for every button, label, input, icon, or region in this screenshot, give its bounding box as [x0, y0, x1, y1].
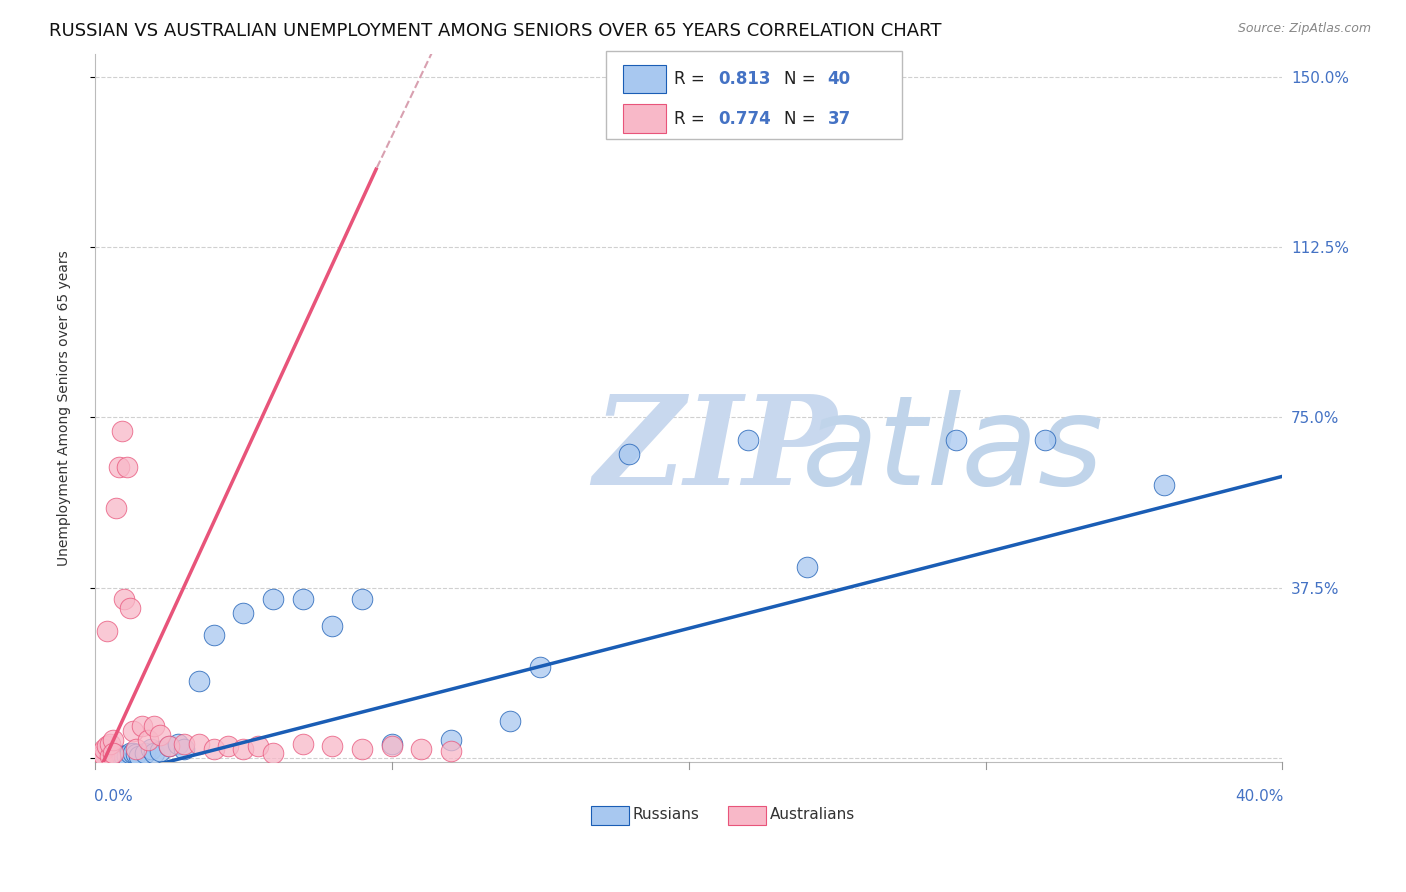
Point — [232, 606, 254, 620]
Point — [217, 739, 239, 754]
FancyBboxPatch shape — [728, 805, 766, 825]
Point — [247, 739, 270, 754]
Point — [232, 741, 254, 756]
Text: ZIP: ZIP — [593, 390, 838, 511]
Y-axis label: Unemployment Among Seniors over 65 years: Unemployment Among Seniors over 65 years — [58, 251, 72, 566]
Point — [136, 732, 159, 747]
Point — [107, 748, 129, 763]
Text: N =: N = — [783, 70, 821, 88]
Point — [1033, 433, 1056, 447]
Point — [202, 628, 225, 642]
Point — [98, 737, 121, 751]
Point — [262, 591, 284, 606]
Point — [87, 748, 110, 763]
Point — [262, 746, 284, 760]
Point — [619, 447, 641, 461]
Text: 0.0%: 0.0% — [94, 789, 132, 805]
Point — [143, 719, 166, 733]
Point — [143, 746, 166, 760]
Text: Australians: Australians — [769, 806, 855, 822]
FancyBboxPatch shape — [592, 805, 630, 825]
Point — [291, 737, 314, 751]
Point — [1153, 478, 1175, 492]
Point — [101, 746, 124, 760]
Point — [529, 660, 551, 674]
Point — [117, 460, 139, 475]
Point — [440, 732, 463, 747]
Point — [128, 748, 150, 763]
Point — [411, 741, 433, 756]
Point — [107, 460, 129, 475]
Text: 0.774: 0.774 — [718, 110, 770, 128]
Point — [202, 741, 225, 756]
Point — [120, 601, 142, 615]
Point — [122, 723, 145, 738]
Point — [96, 747, 118, 761]
FancyBboxPatch shape — [623, 104, 666, 133]
FancyBboxPatch shape — [606, 51, 903, 139]
Point — [114, 591, 136, 606]
Point — [90, 748, 112, 763]
Point — [125, 747, 148, 761]
Point — [381, 737, 404, 751]
Text: 40: 40 — [828, 70, 851, 88]
Point — [157, 739, 180, 754]
Point — [131, 719, 153, 733]
Text: 0.813: 0.813 — [718, 70, 770, 88]
Point — [122, 746, 145, 760]
Point — [321, 619, 343, 633]
Text: Source: ZipAtlas.com: Source: ZipAtlas.com — [1237, 22, 1371, 36]
Point — [291, 591, 314, 606]
Point — [90, 746, 112, 760]
Point — [98, 748, 121, 763]
Point — [141, 741, 163, 756]
Text: RUSSIAN VS AUSTRALIAN UNEMPLOYMENT AMONG SENIORS OVER 65 YEARS CORRELATION CHART: RUSSIAN VS AUSTRALIAN UNEMPLOYMENT AMONG… — [49, 22, 942, 40]
Point — [737, 433, 759, 447]
Point — [98, 748, 121, 763]
Point — [125, 741, 148, 756]
Point — [321, 739, 343, 754]
Point — [187, 673, 209, 688]
Point — [110, 424, 132, 438]
Point — [157, 739, 180, 754]
Point — [101, 732, 124, 747]
Point — [167, 737, 190, 751]
Point — [149, 744, 172, 758]
Point — [187, 737, 209, 751]
Point — [104, 501, 127, 516]
Point — [93, 748, 115, 763]
FancyBboxPatch shape — [623, 65, 666, 93]
Point — [499, 714, 522, 729]
Point — [101, 748, 124, 763]
Point — [134, 746, 156, 760]
Point — [945, 433, 967, 447]
Point — [114, 748, 136, 763]
Point — [120, 746, 142, 760]
Point — [796, 560, 818, 574]
Point — [381, 739, 404, 754]
Point — [350, 591, 373, 606]
Point — [350, 741, 373, 756]
Point — [440, 744, 463, 758]
Text: R =: R = — [675, 70, 710, 88]
Point — [96, 739, 118, 754]
Point — [173, 737, 195, 751]
Text: R =: R = — [675, 110, 710, 128]
Point — [149, 728, 172, 742]
Point — [90, 748, 112, 763]
Point — [93, 748, 115, 763]
Point — [98, 748, 121, 763]
Point — [110, 748, 132, 763]
Point — [173, 741, 195, 756]
Point — [104, 747, 127, 761]
Text: 37: 37 — [828, 110, 851, 128]
Text: 40.0%: 40.0% — [1236, 789, 1284, 805]
Text: atlas: atlas — [801, 390, 1104, 511]
Point — [93, 741, 115, 756]
Point — [117, 748, 139, 763]
Text: Russians: Russians — [633, 806, 700, 822]
Point — [96, 624, 118, 638]
Text: N =: N = — [783, 110, 821, 128]
Point — [114, 748, 136, 763]
